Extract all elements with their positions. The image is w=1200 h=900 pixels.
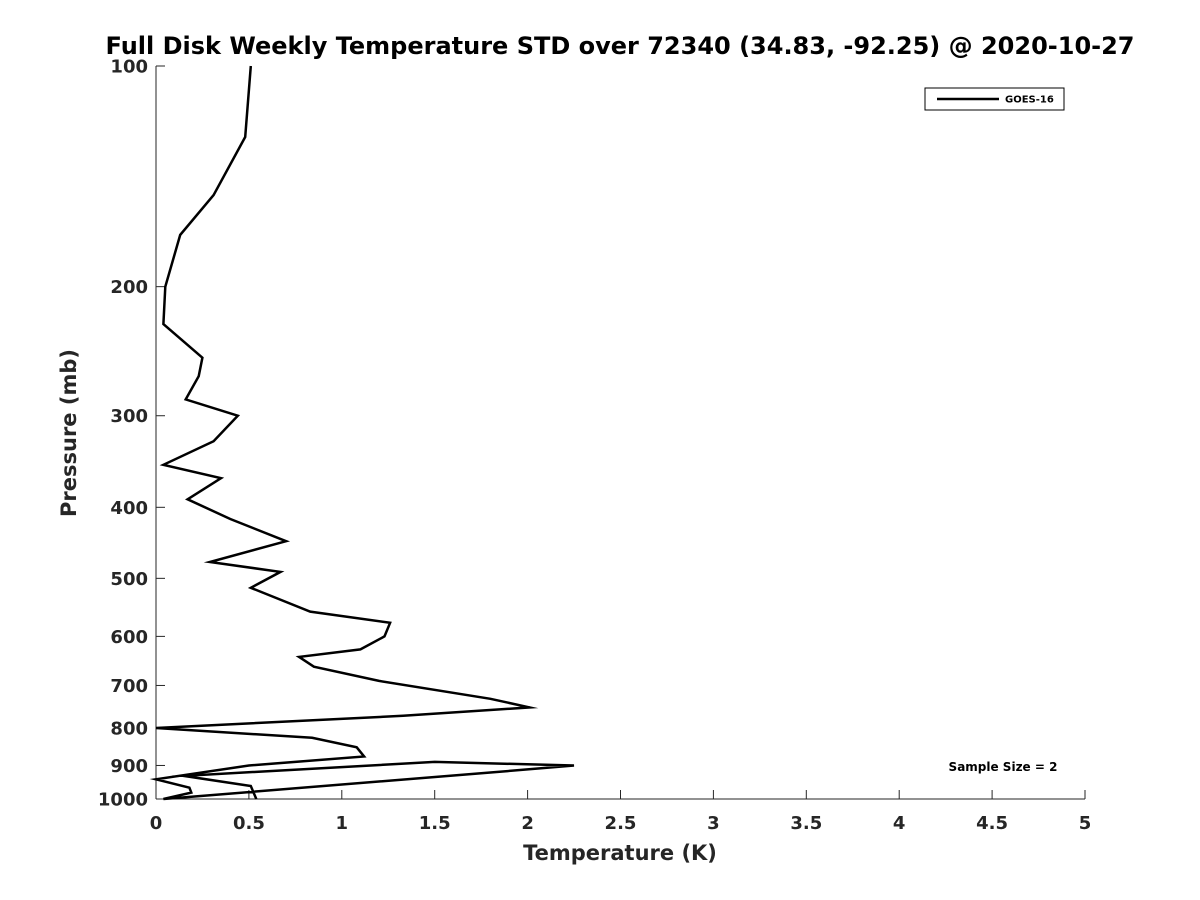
series-line-goes-16 <box>149 65 575 801</box>
series-layer <box>149 65 575 801</box>
x-axis-ticks: 0 0.5 1 1.5 2 2.5 3 3.5 4 4.5 5 <box>150 790 1092 834</box>
x-tick-label: 2 <box>521 813 534 834</box>
x-tick-label: 3.5 <box>790 813 822 834</box>
y-tick-label: 300 <box>110 406 148 427</box>
x-tick-label: 0 <box>150 813 163 834</box>
chart-title: Full Disk Weekly Temperature STD over 72… <box>106 32 1135 60</box>
y-tick-label: 200 <box>110 277 148 298</box>
x-tick-label: 4 <box>893 813 906 834</box>
y-tick-label: 100 <box>110 57 148 78</box>
plot-area: 0 0.5 1 1.5 2 2.5 3 3.5 4 4.5 5 100 200 300 400 500 600… <box>98 57 1091 835</box>
legend: GOES-16 <box>924 87 1065 111</box>
y-tick-label: 800 <box>110 718 148 739</box>
x-tick-label: 2.5 <box>605 813 637 834</box>
sample-size-annotation: Sample Size = 2 <box>949 760 1058 774</box>
x-axis-label: Temperature (K) <box>523 841 717 865</box>
x-tick-label: 4.5 <box>976 813 1008 834</box>
y-tick-label: 500 <box>110 569 148 590</box>
y-axis-ticks: 100 200 300 400 500 600 700 800 900 1000 <box>98 57 165 811</box>
y-axis-label: Pressure (mb) <box>57 349 81 517</box>
legend-label-goes-16: GOES-16 <box>1005 95 1054 106</box>
x-tick-label: 1 <box>336 813 349 834</box>
y-tick-label: 400 <box>110 498 148 519</box>
y-tick-label: 600 <box>110 627 148 648</box>
y-tick-label: 700 <box>110 676 148 697</box>
plot-background <box>156 66 1085 799</box>
y-tick-label: 1000 <box>98 790 148 811</box>
x-tick-label: 3 <box>707 813 720 834</box>
x-tick-label: 1.5 <box>419 813 451 834</box>
x-tick-label: 5 <box>1079 813 1092 834</box>
x-tick-label: 0.5 <box>233 813 265 834</box>
y-tick-label: 900 <box>110 756 148 777</box>
